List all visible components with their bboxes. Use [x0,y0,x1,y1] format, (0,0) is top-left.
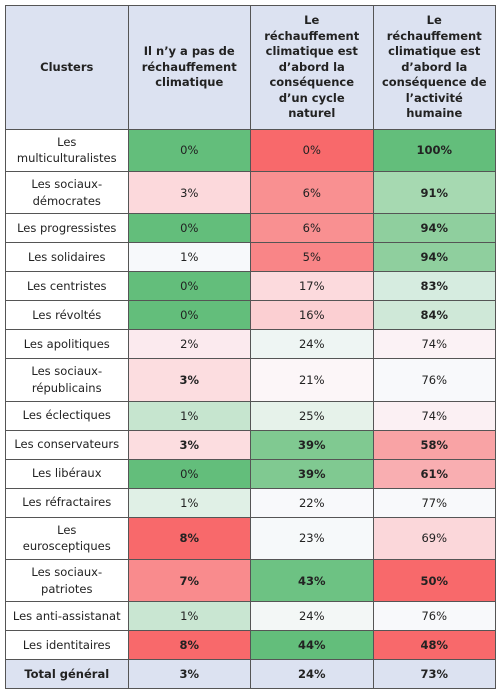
value-cell: 69% [372,516,496,560]
row: Les révoltés 0% 16% 84% [5,300,496,331]
value-cell: 3% [127,358,251,402]
header-cell: Clusters [5,5,129,130]
value-cell: 74% [372,329,496,360]
header-cell: Le réchauffement climatique est d’abord … [250,5,374,130]
value-cell: 0% [127,300,251,331]
row: Les progressistes 0% 6% 94% [5,213,496,244]
value-cell: 94% [372,242,496,273]
value-cell: 17% [250,271,374,302]
value-cell: 94% [372,213,496,244]
row-label: Les identitaires [5,630,129,661]
row: Les libéraux 0% 39% 61% [5,458,496,489]
value-cell: 58% [372,429,496,460]
row-label: Les sociaux-démocrates [5,170,129,215]
value-cell: 21% [250,358,374,402]
row: Les identitaires 8% 44% 48% [5,630,496,661]
row: Les éclectiques 1% 25% 74% [5,400,496,431]
value-cell: 1% [127,601,251,632]
value-cell: 25% [250,400,374,431]
value-cell: 91% [372,170,496,215]
value-cell: 6% [250,170,374,215]
value-cell: 0% [250,128,374,172]
value-cell: 48% [372,630,496,661]
value-cell: 39% [250,429,374,460]
value-cell: 76% [372,601,496,632]
value-cell: 0% [127,128,251,172]
total-cell: 73% [372,659,496,689]
row-label: Les libéraux [5,458,129,489]
table: Clusters Il n’y a pas de réchauffement cl… [5,5,496,689]
row: Les eurosceptiques 8% 23% 69% [5,516,496,560]
row-label: Les eurosceptiques [5,516,129,560]
row-label: Les conservateurs [5,429,129,460]
value-cell: 0% [127,213,251,244]
value-cell: 3% [127,429,251,460]
row: Les conservateurs 3% 39% 58% [5,429,496,460]
value-cell: 100% [372,128,496,172]
total-row: Total général 3% 24% 73% [5,659,496,689]
value-cell: 39% [250,458,374,489]
row: Les anti-assistanat 1% 24% 76% [5,601,496,632]
header-cell: Le réchauffement climatique est d’abord … [372,5,496,130]
row: Les sociaux-républicains 3% 21% 76% [5,358,496,402]
value-cell: 3% [127,170,251,215]
table-body: Les multiculturalistes 0% 0% 100% Les sociau… [5,128,496,689]
row: Les sociaux-patriotes 7% 43% 50% [5,558,496,603]
value-cell: 6% [250,213,374,244]
value-cell: 23% [250,516,374,560]
row-label: Les solidaires [5,242,129,273]
value-cell: 83% [372,271,496,302]
value-cell: 0% [127,458,251,489]
value-cell: 84% [372,300,496,331]
row: Les solidaires 1% 5% 94% [5,242,496,273]
row-label: Les multiculturalistes [5,128,129,172]
page: Clusters Il n’y a pas de réchauffement cl… [5,5,496,689]
value-cell: 16% [250,300,374,331]
value-cell: 22% [250,487,374,518]
value-cell: 1% [127,400,251,431]
value-cell: 77% [372,487,496,518]
value-cell: 1% [127,242,251,273]
row-label: Les sociaux-patriotes [5,558,129,603]
value-cell: 76% [372,358,496,402]
row: Les réfractaires 1% 22% 77% [5,487,496,518]
value-cell: 74% [372,400,496,431]
value-cell: 24% [250,601,374,632]
row: Les centristes 0% 17% 83% [5,271,496,302]
header-row: Clusters Il n’y a pas de réchauffement cl… [5,5,496,130]
value-cell: 8% [127,630,251,661]
value-cell: 5% [250,242,374,273]
value-cell: 61% [372,458,496,489]
row-label: Les éclectiques [5,400,129,431]
row-label: Les anti-assistanat [5,601,129,632]
value-cell: 7% [127,558,251,603]
row-label: Les centristes [5,271,129,302]
value-cell: 8% [127,516,251,560]
row: Les apolitiques 2% 24% 74% [5,329,496,360]
row-label: Les apolitiques [5,329,129,360]
row: Les sociaux-démocrates 3% 6% 91% [5,170,496,215]
value-cell: 0% [127,271,251,302]
row-label: Les progressistes [5,213,129,244]
row-label: Les révoltés [5,300,129,331]
value-cell: 1% [127,487,251,518]
value-cell: 50% [372,558,496,603]
value-cell: 24% [250,329,374,360]
row: Les multiculturalistes 0% 0% 100% [5,128,496,172]
row-label: Les réfractaires [5,487,129,518]
value-cell: 44% [250,630,374,661]
value-cell: 43% [250,558,374,603]
total-label: Total général [5,659,129,689]
value-cell: 2% [127,329,251,360]
header-cell: Il n’y a pas de réchauffement climatique [127,5,251,130]
total-cell: 24% [250,659,374,689]
total-cell: 3% [127,659,251,689]
row-label: Les sociaux-républicains [5,358,129,402]
